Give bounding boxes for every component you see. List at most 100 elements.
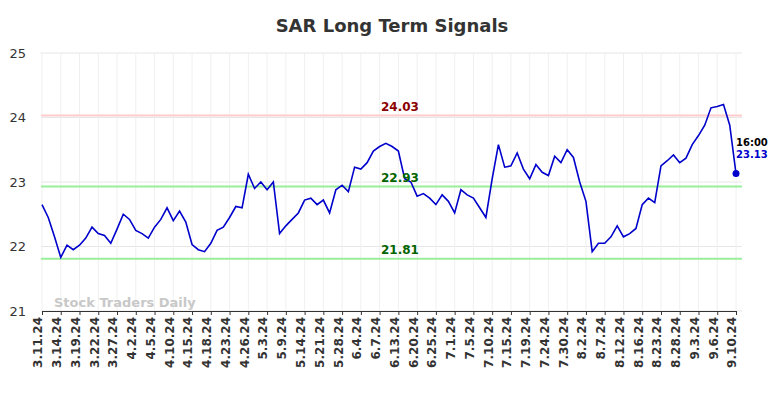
x-tick-label: 4.10.24 — [163, 317, 177, 368]
x-tick: 6.20.24 — [407, 311, 421, 368]
x-tick-mark — [173, 311, 174, 315]
x-tick-mark — [436, 311, 437, 315]
x-tick: 7.19.24 — [519, 311, 533, 368]
grid-line — [360, 53, 361, 311]
grid-line — [323, 53, 324, 311]
x-tick: 5.9.24 — [275, 311, 289, 360]
x-tick-mark — [642, 311, 643, 315]
x-tick: 4.10.24 — [163, 311, 177, 368]
x-tick-label: 4.18.24 — [200, 317, 214, 368]
x-tick-label: 5.28.24 — [332, 317, 346, 368]
grid-line — [623, 53, 624, 311]
x-tick-label: 7.1.24 — [444, 317, 458, 360]
y-tick-label: 25 — [9, 46, 26, 61]
x-tick-mark — [230, 311, 231, 315]
x-tick-mark — [623, 311, 624, 315]
x-tick-mark — [398, 311, 399, 315]
x-tick: 7.1.24 — [444, 311, 458, 360]
grid-line — [510, 53, 511, 311]
grid-line — [173, 53, 174, 311]
x-tick-mark — [492, 311, 493, 315]
y-tick-label: 24 — [9, 110, 26, 125]
grid-line — [473, 53, 474, 311]
grid-line — [42, 53, 43, 311]
x-tick-mark — [586, 311, 587, 315]
x-tick-label: 3.14.24 — [50, 317, 64, 368]
x-tick-label: 6.25.24 — [425, 317, 439, 368]
grid-line — [454, 53, 455, 311]
y-tick: 22 — [9, 239, 40, 254]
x-tick-mark — [511, 311, 512, 315]
x-tick-label: 3.11.24 — [31, 317, 45, 368]
grid-line — [267, 53, 268, 311]
x-tick-label: 8.23.24 — [650, 317, 664, 368]
x-tick: 8.7.24 — [594, 311, 608, 360]
x-tick-label: 4.15.24 — [181, 317, 195, 368]
grid-line — [229, 53, 230, 311]
x-tick-mark — [80, 311, 81, 315]
x-tick-label: 7.10.24 — [482, 317, 496, 368]
grid-line — [154, 53, 155, 311]
grid-line — [40, 53, 742, 54]
grid-line — [135, 53, 136, 311]
x-tick-mark — [211, 311, 212, 315]
grid-line — [79, 53, 80, 311]
x-tick: 3.14.24 — [50, 311, 64, 368]
x-tick: 8.23.24 — [650, 311, 664, 368]
level-line — [40, 186, 742, 188]
grid-line — [660, 53, 661, 311]
x-tick: 9.3.24 — [688, 311, 702, 360]
x-tick-label: 7.30.24 — [557, 317, 571, 368]
x-tick-label: 4.5.24 — [144, 317, 158, 360]
x-tick: 4.5.24 — [144, 311, 158, 360]
x-tick: 5.14.24 — [294, 311, 308, 368]
level-label: 21.81 — [381, 243, 419, 257]
price-line — [42, 105, 736, 258]
x-tick-mark — [136, 311, 137, 315]
x-tick: 7.15.24 — [500, 311, 514, 368]
x-tick-mark — [473, 311, 474, 315]
grid-line — [679, 53, 680, 311]
x-tick-mark — [323, 311, 324, 315]
x-tick-label: 6.4.24 — [350, 317, 364, 360]
x-tick-label: 5.3.24 — [256, 317, 270, 360]
x-tick-mark — [530, 311, 531, 315]
plot — [42, 105, 740, 258]
x-tick: 8.12.24 — [613, 311, 627, 368]
grid-line — [435, 53, 436, 311]
x-tick-mark — [661, 311, 662, 315]
grid-line — [585, 53, 586, 311]
x-tick: 6.25.24 — [425, 311, 439, 368]
grid-line — [379, 53, 380, 311]
y-tick: 23 — [9, 175, 40, 190]
x-tick-label: 4.23.24 — [219, 317, 233, 368]
x-tick: 3.11.24 — [31, 311, 45, 368]
x-tick-mark — [117, 311, 118, 315]
x-tick-label: 4.26.24 — [238, 317, 252, 368]
x-tick-label: 7.15.24 — [500, 317, 514, 368]
y-tick-label: 22 — [9, 239, 26, 254]
x-tick: 6.13.24 — [388, 311, 402, 368]
grid-line — [304, 53, 305, 311]
x-tick: 7.5.24 — [463, 311, 477, 360]
x-tick-label: 6.7.24 — [369, 317, 383, 360]
grid-line — [548, 53, 549, 311]
chart: SAR Long Term SignalsStock Traders Daily… — [0, 0, 784, 398]
x-tick: 5.21.24 — [313, 311, 327, 368]
x-tick-mark — [548, 311, 549, 315]
x-tick-mark — [248, 311, 249, 315]
y-tick-label: 21 — [9, 304, 26, 319]
grid-line — [40, 117, 742, 118]
grid-line — [736, 53, 737, 311]
x-tick-label: 3.19.24 — [69, 317, 83, 368]
value-label: 23.13 — [736, 149, 768, 160]
y-tick: 25 — [9, 46, 40, 61]
y-tick: 24 — [9, 110, 40, 125]
grid-line — [248, 53, 249, 311]
y-tick: 21 — [9, 304, 40, 319]
x-tick-label: 3.22.24 — [88, 317, 102, 368]
x-tick: 6.4.24 — [350, 311, 364, 360]
grid-line — [698, 53, 699, 311]
x-tick-label: 8.28.24 — [669, 317, 683, 368]
x-tick-label: 7.5.24 — [463, 317, 477, 360]
